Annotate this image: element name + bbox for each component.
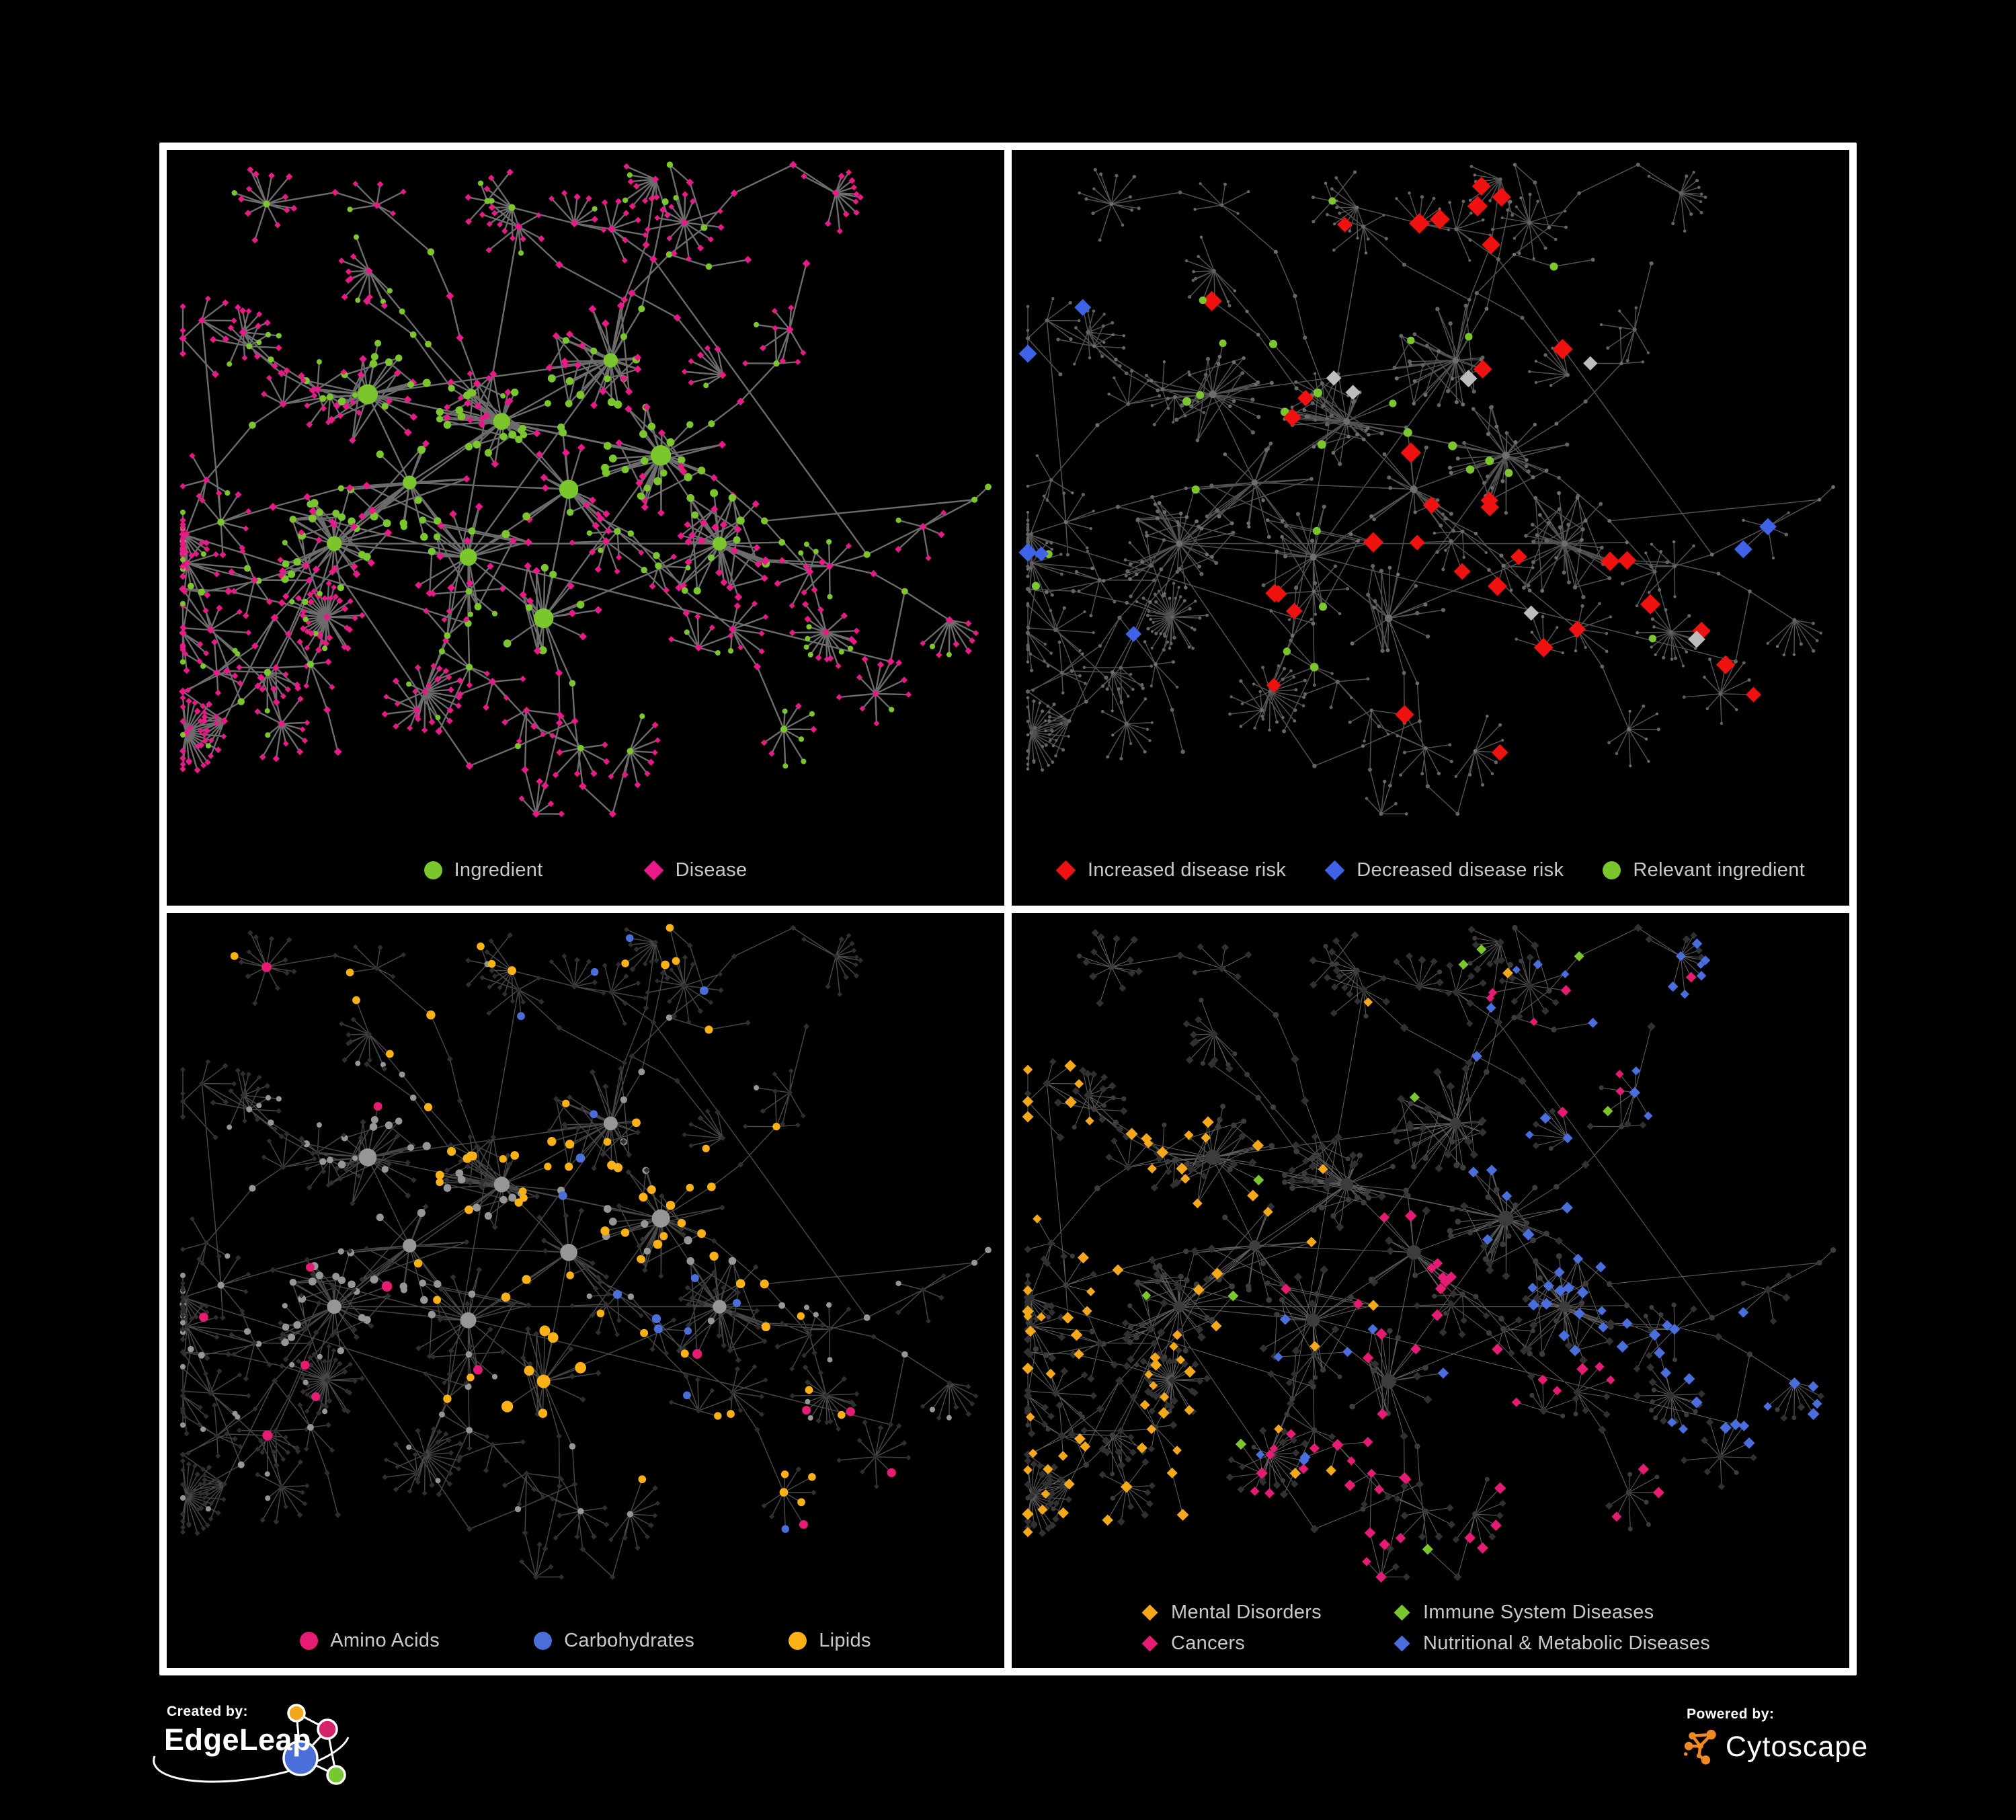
diamond-swatch-icon <box>1394 1604 1410 1621</box>
network-graph <box>1022 923 1837 1583</box>
legend-label: Immune System Diseases <box>1423 1601 1654 1623</box>
network-graph <box>179 923 992 1580</box>
legend-item-decreased-disease-risk: Decreased disease risk <box>1324 859 1564 881</box>
legend-item-nutritional-metabolic-diseases: Nutritional & Metabolic Diseases <box>1393 1632 1710 1655</box>
circle-swatch-icon <box>300 1632 319 1650</box>
edgeleap-logo-icon <box>153 1704 350 1785</box>
edgeleap-brand: EdgeLeap <box>164 1723 312 1757</box>
legend-label: Increased disease risk <box>1088 859 1287 881</box>
circle-swatch-icon <box>789 1632 807 1650</box>
edgeleap-credit: Created by: EdgeLeap <box>153 1704 460 1820</box>
network-figure-grid: Ingredient Disease Increased disease risk… <box>159 143 1857 1675</box>
diamond-swatch-icon <box>1324 860 1345 880</box>
panel-ingredient-classes: Amino Acids Carbohydrates Lipids <box>167 912 1004 1668</box>
legend-item-amino-acids: Amino Acids <box>300 1630 440 1652</box>
legend-item-mental-disorders: Mental Disorders <box>1141 1601 1393 1624</box>
legend-item-immune-system-diseases: Immune System Diseases <box>1393 1601 1710 1624</box>
legend-item-increased-disease-risk: Increased disease risk <box>1055 859 1287 881</box>
legend-label: Amino Acids <box>330 1630 440 1651</box>
legend-label: Ingredient <box>454 859 543 881</box>
panel-disease-categories: Mental Disorders Immune System Diseases Ca… <box>1012 912 1849 1668</box>
legend-item-cancers: Cancers <box>1141 1632 1393 1655</box>
cytoscape-brand: Cytoscape <box>1726 1730 1869 1763</box>
legend: Ingredient Disease <box>167 859 1004 881</box>
legend: Amino Acids Carbohydrates Lipids <box>167 1630 1004 1652</box>
legend-item-ingredient: Ingredient <box>424 859 543 881</box>
network-graph <box>1018 162 1835 816</box>
diamond-swatch-icon <box>1141 1635 1158 1652</box>
legend-label: Relevant ingredient <box>1633 859 1805 881</box>
panel-ingredient-disease: Ingredient Disease <box>167 150 1004 906</box>
legend-label: Nutritional & Metabolic Diseases <box>1423 1632 1711 1654</box>
panel-disease-risk: Increased disease risk Decreased disease … <box>1012 150 1849 906</box>
diamond-swatch-icon <box>1141 1604 1158 1621</box>
circle-swatch-icon <box>424 861 442 879</box>
diamond-swatch-icon <box>1055 860 1076 880</box>
legend: Mental Disorders Immune System Diseases Ca… <box>1012 1601 1849 1655</box>
legend-label: Lipids <box>819 1630 871 1651</box>
legend: Increased disease risk Decreased disease … <box>1012 859 1849 881</box>
powered-by-label: Powered by: <box>1687 1706 1775 1722</box>
legend-item-disease: Disease <box>643 859 748 881</box>
cytoscape-logo-icon <box>1684 1729 1716 1765</box>
created-by-label: Created by: <box>167 1704 249 1719</box>
cytoscape-credit: Powered by: <box>1684 1706 1899 1794</box>
legend-item-relevant-ingredient: Relevant ingredient <box>1603 859 1805 881</box>
circle-swatch-icon <box>1603 861 1621 879</box>
legend-label: Disease <box>675 859 748 881</box>
legend-item-carbohydrates: Carbohydrates <box>534 1630 694 1652</box>
circle-swatch-icon <box>534 1632 553 1650</box>
legend-item-lipids: Lipids <box>789 1630 871 1652</box>
diamond-swatch-icon <box>1394 1635 1410 1652</box>
legend-label: Carbohydrates <box>564 1630 695 1651</box>
legend-label: Decreased disease risk <box>1357 859 1564 881</box>
legend-label: Cancers <box>1171 1632 1246 1654</box>
diamond-swatch-icon <box>643 860 663 880</box>
legend-label: Mental Disorders <box>1171 1601 1322 1623</box>
network-graph <box>179 161 992 818</box>
